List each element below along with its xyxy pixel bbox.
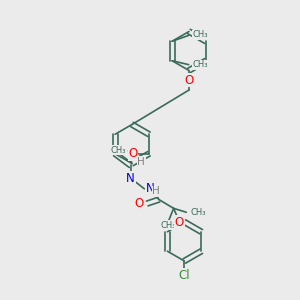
Text: H: H [152,186,160,196]
Text: CH₃: CH₃ [192,30,208,39]
Text: O: O [175,215,184,229]
Text: CH₃: CH₃ [192,60,208,69]
Text: H: H [137,157,145,167]
Text: O: O [134,197,144,210]
Text: CH₃: CH₃ [191,208,206,217]
Text: Cl: Cl [178,268,190,282]
Text: CH₃: CH₃ [160,221,176,230]
Text: O: O [128,147,138,160]
Text: N: N [146,182,154,195]
Text: O: O [184,74,194,87]
Text: N: N [126,172,135,184]
Text: CH₃: CH₃ [110,146,126,155]
